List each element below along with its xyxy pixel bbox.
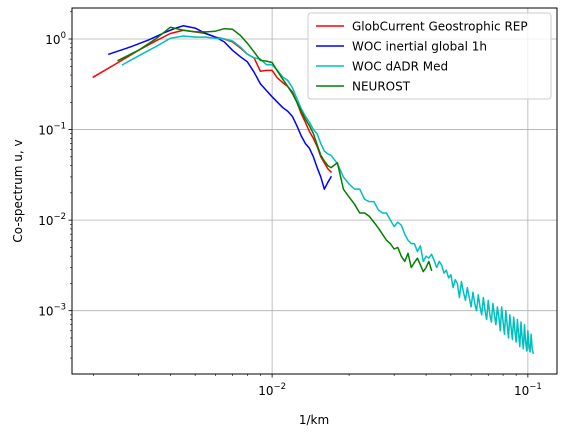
y-tick-label-base: 10	[38, 124, 53, 138]
series-layer	[92, 25, 535, 355]
x-tick-label: 10−2	[258, 382, 286, 398]
y-tick-label-base: 10	[38, 305, 53, 319]
x-tick-label-exponent: −2	[273, 382, 286, 392]
series-line-3	[121, 35, 535, 355]
y-tick-label: 10−2	[38, 212, 66, 228]
x-tick-label-exponent: −1	[529, 382, 542, 392]
legend-label: WOC dADR Med	[352, 60, 448, 74]
y-tick-label-base: 10	[45, 33, 60, 47]
x-axis-label: 1/km	[299, 413, 329, 427]
y-tick-label-exponent: 0	[61, 31, 66, 41]
x-tick-label-base: 10	[514, 384, 529, 398]
y-tick-label: 10−3	[38, 303, 66, 319]
y-tick-label-exponent: −2	[53, 212, 66, 222]
y-axis-label: Co-spectrum u, v	[11, 139, 25, 242]
legend-label: GlobCurrent Geostrophic REP	[352, 20, 528, 34]
legend-box	[307, 12, 552, 100]
x-tick-label: 10−1	[514, 382, 542, 398]
y-tick-label-base: 10	[38, 214, 53, 228]
y-tick-label-exponent: −3	[53, 303, 66, 313]
plot-frame	[71, 7, 558, 375]
y-tick-label-exponent: −1	[53, 122, 66, 132]
y-tick-label: 10−1	[38, 122, 66, 138]
legend: GlobCurrent Geostrophic REP WOC inertial …	[307, 12, 552, 100]
legend-label: WOC inertial global 1h	[352, 40, 487, 54]
series-line-2	[107, 25, 333, 190]
x-tick-label-base: 10	[258, 384, 273, 398]
legend-label: NEUROST	[352, 80, 411, 94]
series-line-4	[117, 26, 433, 273]
y-tick-label: 100	[45, 31, 66, 47]
